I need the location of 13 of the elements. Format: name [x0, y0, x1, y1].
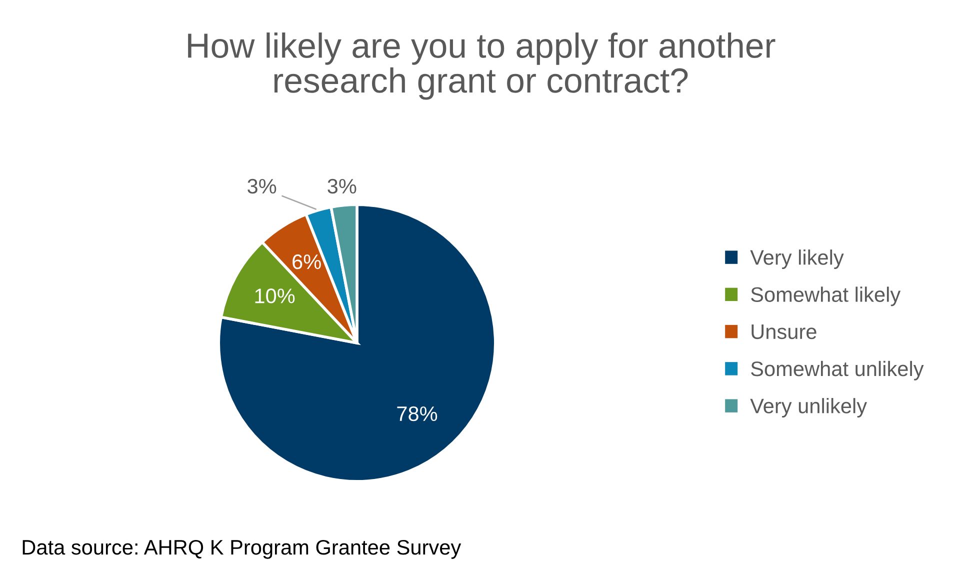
data-label: 78%	[397, 406, 438, 422]
data-label: 10%	[255, 288, 295, 304]
legend-label: Somewhat unlikely	[751, 360, 924, 380]
data-label: 3%	[248, 178, 276, 194]
legend-label: Unsure	[752, 324, 816, 340]
pie-slice	[217, 203, 497, 483]
legend-label: Very unlikely	[750, 398, 868, 418]
legend-label: Very likely	[750, 250, 844, 269]
legend-label: Somewhat likely	[751, 286, 901, 306]
source-note: Data source: AHRQ K Program Grantee Survey	[22, 540, 462, 559]
data-label: 6%	[292, 254, 321, 270]
data-label: 3%	[328, 178, 356, 194]
chart-title: How likely are you to apply for another research grant or contract?	[188, 32, 776, 100]
